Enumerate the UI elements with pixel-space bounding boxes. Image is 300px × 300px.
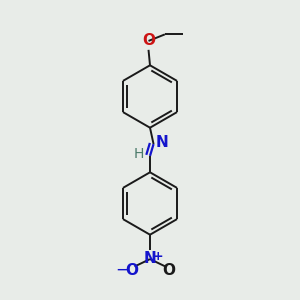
Text: N: N [144,251,156,266]
Text: O: O [125,263,138,278]
Text: O: O [162,263,175,278]
Text: +: + [153,250,163,263]
Text: O: O [142,33,155,48]
Text: −: − [116,260,129,278]
Text: N: N [155,135,168,150]
Text: H: H [134,148,144,161]
